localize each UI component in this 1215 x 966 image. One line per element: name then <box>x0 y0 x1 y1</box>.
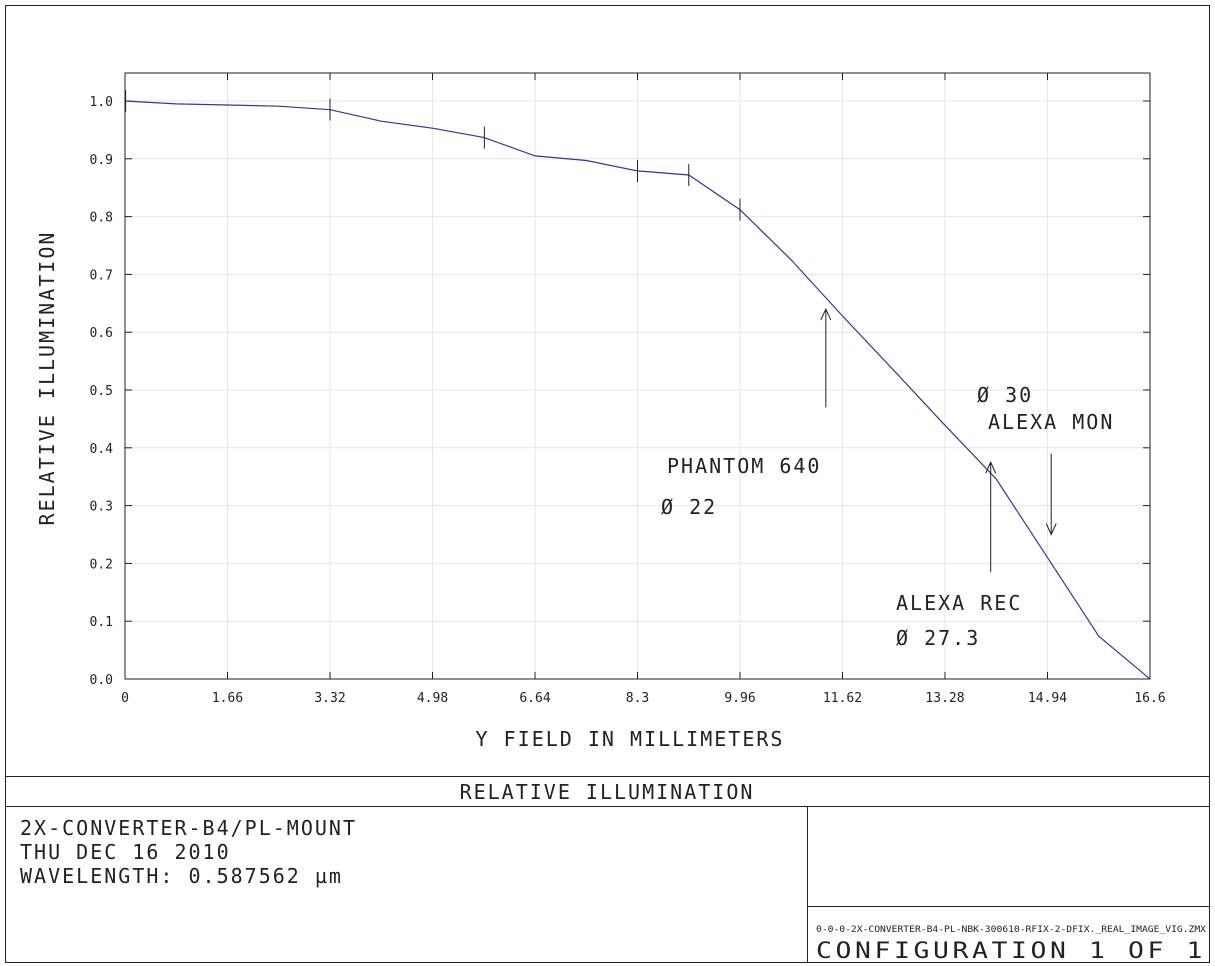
field-markers <box>125 90 741 221</box>
y-tick-label: 0.4 <box>90 442 114 457</box>
annotation-phantom-label: PHANTOM 640 <box>667 454 821 478</box>
x-tick-label: 11.62 <box>823 691 862 706</box>
configuration: CONFIGURATION 1 OF 1 <box>816 939 1206 964</box>
y-tick-label: 0.8 <box>90 211 113 226</box>
grid <box>125 73 1150 679</box>
x-tick-label: 4.98 <box>417 691 448 706</box>
axes <box>124 72 1151 680</box>
file-name: 0-0-0-2X-CONVERTER-B4-PL-NBK-300610-RFIX… <box>816 925 1207 935</box>
x-tick-label: 1.66 <box>212 691 243 706</box>
annotation-alexa-rec-diameter: Ø 27.3 <box>896 626 980 650</box>
annotation-alexa-mon-diameter: Ø 30 <box>977 383 1033 407</box>
plot-date: THU DEC 16 2010 <box>20 840 231 864</box>
x-tick-label: 13.28 <box>925 691 964 706</box>
x-tick-label: 14.94 <box>1028 691 1067 706</box>
x-tick-labels: 0 1.66 3.32 4.98 6.64 8.3 9.96 11.62 13.28 14.94 1… <box>121 691 1166 706</box>
wavelength: WAVELENGTH: 0.587562 µm <box>20 864 343 888</box>
y-tick-label: 1.0 <box>90 95 113 110</box>
annotation-phantom-diameter: Ø 22 <box>661 495 717 519</box>
y-tick-label: 0.7 <box>90 268 113 283</box>
x-tick-label: 3.32 <box>314 691 345 706</box>
y-tick-label: 0.2 <box>90 557 113 572</box>
outer-frame <box>5 5 1210 963</box>
y-tick-label: 0.1 <box>90 615 113 630</box>
x-tick-label: 9.96 <box>724 691 755 706</box>
x-tick-label: 0 <box>121 691 129 706</box>
lens-name: 2X-CONVERTER-B4/PL-MOUNT <box>20 816 357 840</box>
x-tick-label: 16.6 <box>1134 691 1165 706</box>
y-tick-label: 0.6 <box>90 326 113 341</box>
alexa-mon-arrow-head <box>1045 523 1057 536</box>
y-tick-label: 0.5 <box>90 384 113 399</box>
plot-title: RELATIVE ILLUMINATION <box>460 780 755 804</box>
y-tick-label: 0.0 <box>90 673 113 688</box>
annotation-alexa-rec-label: ALEXA REC <box>896 591 1022 615</box>
x-axis-label: Y FIELD IN MILLIMETERS <box>476 727 785 751</box>
x-tick-label: 6.64 <box>519 691 550 706</box>
y-axis-label: RELATIVE ILLUMINATION <box>35 231 59 526</box>
y-tick-labels: 0.0 0.1 0.2 0.3 0.4 0.5 0.6 0.7 0.8 0.9 1.0 <box>90 95 114 688</box>
alexa-rec-arrow-head <box>985 461 997 474</box>
annotations: PHANTOM 640 Ø 22 Ø 30 ALEXA MON ALEXA REC Ø 2… <box>661 307 1114 650</box>
y-tick-label: 0.3 <box>90 500 113 515</box>
x-tick-label: 8.3 <box>626 691 649 706</box>
annotation-alexa-mon-label: ALEXA MON <box>988 410 1114 434</box>
y-tick-label: 0.9 <box>90 153 113 168</box>
phantom-arrow-head <box>820 307 832 321</box>
